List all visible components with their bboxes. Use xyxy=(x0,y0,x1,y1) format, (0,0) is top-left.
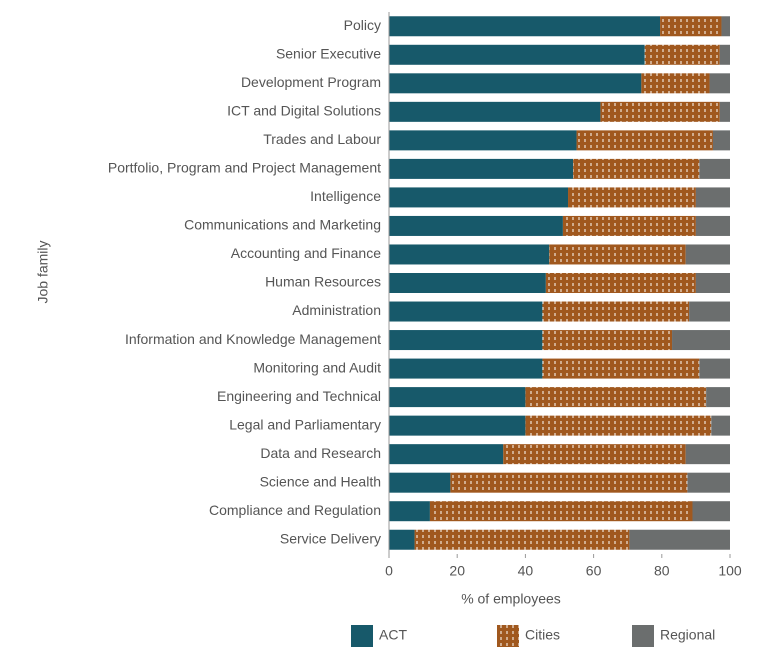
bar-segment xyxy=(721,16,730,37)
bar-segment xyxy=(576,130,713,151)
bar-segment xyxy=(711,415,730,436)
bar-segment xyxy=(389,301,543,322)
y-tick-label: Senior Executive xyxy=(276,45,381,61)
bar-segment xyxy=(629,529,730,550)
bar-segment xyxy=(389,101,601,122)
y-tick-label: Legal and Parliamentary xyxy=(229,416,381,432)
bar-segment xyxy=(660,16,722,37)
bar-segment xyxy=(562,215,696,236)
bar-segment xyxy=(389,73,642,94)
bar-segment xyxy=(719,44,730,65)
bar-segment xyxy=(549,244,686,265)
bar-segment xyxy=(692,501,730,522)
y-tick-label: Accounting and Finance xyxy=(231,245,381,261)
bar-segment xyxy=(687,472,730,493)
y-tick-label: ICT and Digital Solutions xyxy=(227,103,381,119)
bar-segment xyxy=(429,501,693,522)
bar-segment xyxy=(695,187,730,208)
bar-segment xyxy=(389,330,543,351)
bar-segment xyxy=(695,273,730,293)
bar-segment xyxy=(525,387,707,408)
y-tick-label: Engineering and Technical xyxy=(217,388,381,404)
bar-segment xyxy=(600,101,720,122)
y-tick-label: Policy xyxy=(344,17,381,33)
y-tick-label: Administration xyxy=(292,302,381,318)
legend-swatch xyxy=(351,625,373,647)
bar-segment xyxy=(573,158,700,179)
bar-segment xyxy=(542,358,700,379)
bar-segment xyxy=(414,529,630,550)
bar-segment xyxy=(712,130,730,151)
y-tick-label: Information and Knowledge Management xyxy=(125,331,381,347)
bar-segment xyxy=(641,73,710,94)
legend-label: Regional xyxy=(660,627,715,643)
bar-segment xyxy=(709,73,730,94)
bar-segment xyxy=(503,444,686,465)
bar-segment xyxy=(389,215,563,236)
bar-segment xyxy=(568,187,696,208)
x-tick-label: 100 xyxy=(718,563,742,579)
y-tick-label: Portfolio, Program and Project Managemen… xyxy=(108,160,381,176)
bar-segment xyxy=(525,415,712,436)
legend-swatch xyxy=(497,625,519,647)
y-tick-label: Service Delivery xyxy=(280,530,381,546)
bar-segment xyxy=(719,101,730,122)
bar-segment xyxy=(672,330,730,351)
y-tick-label: Compliance and Regulation xyxy=(209,502,381,518)
bar-segment xyxy=(389,44,645,65)
y-tick-label: Monitoring and Audit xyxy=(253,359,381,375)
bar-segment xyxy=(389,415,526,436)
legend-label: Cities xyxy=(525,627,560,643)
bar-segment xyxy=(389,387,526,408)
y-tick-label: Intelligence xyxy=(310,188,381,204)
bar-segment xyxy=(545,273,696,293)
bar-segment xyxy=(644,44,720,65)
y-tick-label: Trades and Labour xyxy=(263,131,381,147)
x-axis-label: % of employees xyxy=(461,591,561,607)
bar-segment xyxy=(389,501,430,522)
bar-segment xyxy=(685,444,730,465)
legend-swatch xyxy=(632,625,654,647)
bar-segment xyxy=(542,301,690,322)
y-tick-label: Communications and Marketing xyxy=(184,217,381,233)
bar-segment xyxy=(389,273,546,293)
bar-segment xyxy=(542,330,673,351)
bar-segment xyxy=(389,444,504,465)
bar-segment xyxy=(450,472,688,493)
bar-segment xyxy=(685,244,730,265)
y-tick-label: Human Resources xyxy=(265,274,381,290)
bar-segment xyxy=(389,158,574,179)
x-tick-label: 20 xyxy=(449,563,465,579)
y-tick-label: Science and Health xyxy=(260,473,381,489)
x-tick-label: 0 xyxy=(385,563,393,579)
bar-segment xyxy=(389,529,415,550)
x-tick-label: 40 xyxy=(518,563,534,579)
bar-segment xyxy=(389,358,543,379)
y-tick-label: Data and Research xyxy=(260,445,381,461)
y-axis-label: Job family xyxy=(35,240,51,303)
bar-segment xyxy=(699,158,730,179)
bar-segment xyxy=(695,215,730,236)
x-tick-label: 80 xyxy=(654,563,670,579)
bar-segment xyxy=(699,358,730,379)
bar-segment xyxy=(389,244,550,265)
bar-segment xyxy=(389,472,451,493)
bar-segment xyxy=(389,16,661,37)
x-tick-label: 60 xyxy=(586,563,602,579)
bar-segment xyxy=(389,187,569,208)
bar-segment xyxy=(706,387,730,408)
bar-segment xyxy=(689,301,730,322)
y-tick-label: Development Program xyxy=(241,74,381,90)
bar-segment xyxy=(389,130,577,151)
legend-label: ACT xyxy=(379,627,407,643)
